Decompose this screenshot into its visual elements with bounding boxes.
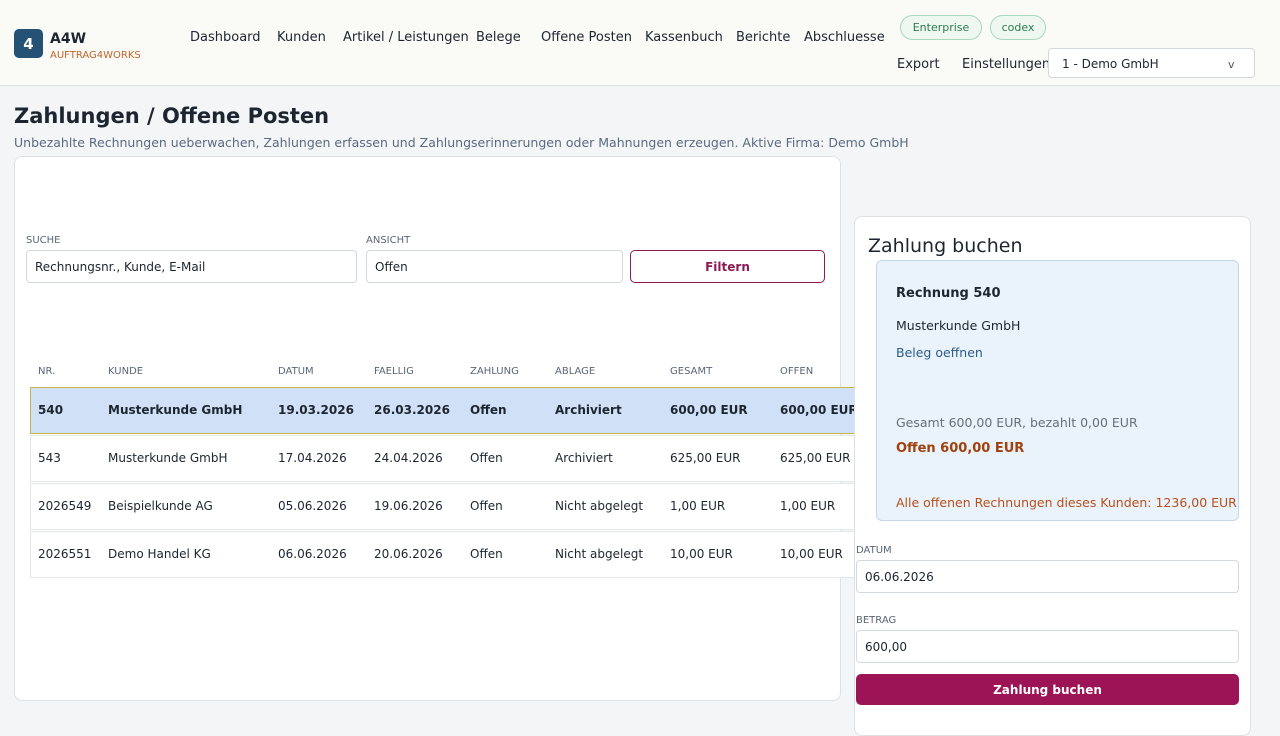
- panel-title: Zahlung buchen: [868, 235, 1023, 257]
- open-amount: Offen 600,00 EUR: [896, 441, 1025, 456]
- table-cell: 10,00 EUR: [670, 547, 733, 561]
- table-cell: Musterkunde GmbH: [108, 451, 228, 465]
- nav-link[interactable]: Export: [897, 57, 940, 72]
- table-row[interactable]: 543 Musterkunde GmbH 17.04.2026 24.04.2026 O…: [30, 435, 855, 482]
- logo-badge: 4: [14, 29, 43, 58]
- table-cell: 2026551: [38, 547, 92, 561]
- table-cell: 543: [38, 451, 61, 465]
- tag: Enterprise: [900, 15, 982, 40]
- table-cell: 19.06.2026: [374, 499, 443, 513]
- column-header: KUNDE: [108, 366, 144, 377]
- customer-open-total: Alle offenen Rechnungen dieses Kunden: 1…: [896, 495, 1237, 510]
- nav-link[interactable]: Belege: [476, 30, 521, 45]
- table-row[interactable]: 2026551 Demo Handel KG 06.06.2026 20.06.202…: [30, 531, 855, 578]
- selected-row[interactable]: 540 Musterkunde GmbH 19.03.2026 26.03.2026 O…: [30, 387, 858, 434]
- column-header: NR.: [38, 366, 56, 377]
- invoice-summary: Rechnung 540 Musterkunde GmbH Beleg oeff…: [876, 260, 1239, 521]
- view-select[interactable]: Offen: [366, 250, 623, 283]
- column-header: ZAHLUNG: [470, 366, 519, 377]
- brand: A4W: [50, 31, 87, 47]
- select-arrow: v: [1228, 58, 1235, 71]
- table-cell: 17.04.2026: [278, 451, 347, 465]
- table-cell: Offen: [470, 499, 503, 513]
- table-cell: 19.03.2026: [278, 403, 354, 417]
- field-label: SUCHE: [26, 235, 61, 246]
- table-cell: Archiviert: [555, 451, 613, 465]
- table-cell: 10,00 EUR: [780, 547, 843, 561]
- page-title: Zahlungen / Offene Posten: [14, 104, 330, 128]
- column-header: DATUM: [278, 366, 314, 377]
- table-cell: Nicht abgelegt: [555, 547, 644, 561]
- brand-sub: AUFTRAG4WORKS: [50, 50, 141, 61]
- invoice-number: Rechnung 540: [896, 286, 1001, 301]
- table-cell: 26.03.2026: [374, 403, 450, 417]
- invoice-totals: Gesamt 600,00 EUR, bezahlt 0,00 EUR: [896, 415, 1138, 430]
- table-cell: 600,00 EUR: [780, 403, 858, 417]
- table-cell: 24.04.2026: [374, 451, 443, 465]
- date-input[interactable]: 06.06.2026: [856, 560, 1239, 593]
- column-header: OFFEN: [780, 366, 814, 377]
- field-label: DATUM: [856, 545, 892, 556]
- nav-link[interactable]: Dashboard: [190, 30, 261, 45]
- table-cell: 1,00 EUR: [780, 499, 836, 513]
- table-cell: Archiviert: [555, 403, 622, 417]
- nav-link[interactable]: Artikel / Leistungen: [343, 30, 469, 45]
- column-header: FAELLIG: [374, 366, 414, 377]
- table-cell: Demo Handel KG: [108, 547, 211, 561]
- table-cell: 06.06.2026: [278, 547, 347, 561]
- table-cell: 2026549: [38, 499, 92, 513]
- table-cell: 20.06.2026: [374, 547, 443, 561]
- table-row[interactable]: 2026549 Beispielkunde AG 05.06.2026 19.06.2…: [30, 483, 855, 530]
- company-select[interactable]: 1 - Demo GmbH v: [1048, 48, 1255, 78]
- table-cell: 05.06.2026: [278, 499, 347, 513]
- open-document-link[interactable]: Beleg oeffnen: [896, 345, 983, 360]
- nav-link[interactable]: Kassenbuch: [645, 30, 723, 45]
- page-subtitle: Unbezahlte Rechnungen ueberwachen, Zahlu…: [14, 135, 909, 150]
- select-value: 1 - Demo GmbH: [1062, 57, 1159, 71]
- table-cell: 625,00 EUR: [780, 451, 851, 465]
- submit-payment-button[interactable]: Zahlung buchen: [856, 674, 1239, 705]
- table-cell: 1,00 EUR: [670, 499, 726, 513]
- amount-input[interactable]: 600,00: [856, 630, 1239, 663]
- column-header: ABLAGE: [555, 366, 596, 377]
- column-header: GESAMT: [670, 366, 713, 377]
- table-cell: Nicht abgelegt: [555, 499, 644, 513]
- field-label: ANSICHT: [366, 235, 411, 246]
- tag: codex: [990, 15, 1046, 40]
- table-cell: Offen: [470, 547, 503, 561]
- search-input[interactable]: Rechnungsnr., Kunde, E-Mail: [26, 250, 357, 283]
- table-cell: 540: [38, 403, 64, 417]
- table-cell: 625,00 EUR: [670, 451, 741, 465]
- table-cell: Beispielkunde AG: [108, 499, 213, 513]
- nav-link[interactable]: Kunden: [277, 30, 326, 45]
- table-cell: Offen: [470, 403, 507, 417]
- field-label: BETRAG: [856, 615, 897, 626]
- nav-link[interactable]: Abschluesse: [804, 30, 885, 45]
- filter-button[interactable]: Filtern: [630, 250, 825, 283]
- invoice-customer: Musterkunde GmbH: [896, 318, 1021, 333]
- nav-link[interactable]: Berichte: [736, 30, 791, 45]
- nav-link[interactable]: Offene Posten: [541, 30, 632, 45]
- table-cell: Offen: [470, 451, 503, 465]
- table-cell: 600,00 EUR: [670, 403, 748, 417]
- table-cell: Musterkunde GmbH: [108, 403, 243, 417]
- nav-link[interactable]: Einstellungen: [962, 57, 1051, 72]
- top-bar: 4 A4W AUFTRAG4WORKS Dashboard Kunden Artik…: [0, 0, 1280, 86]
